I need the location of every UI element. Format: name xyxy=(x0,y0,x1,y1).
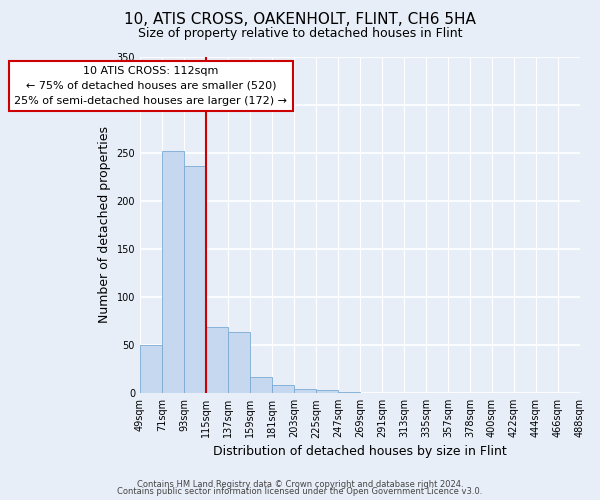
Text: Size of property relative to detached houses in Flint: Size of property relative to detached ho… xyxy=(138,28,462,40)
Bar xyxy=(184,166,206,393)
Bar xyxy=(272,384,294,393)
Bar xyxy=(162,151,184,393)
Bar xyxy=(338,392,360,393)
Text: 10 ATIS CROSS: 112sqm
← 75% of detached houses are smaller (520)
25% of semi-det: 10 ATIS CROSS: 112sqm ← 75% of detached … xyxy=(14,66,287,106)
Bar xyxy=(316,390,338,393)
Text: Contains HM Land Registry data © Crown copyright and database right 2024.: Contains HM Land Registry data © Crown c… xyxy=(137,480,463,489)
Bar xyxy=(206,327,228,393)
X-axis label: Distribution of detached houses by size in Flint: Distribution of detached houses by size … xyxy=(213,444,507,458)
Bar xyxy=(294,390,316,393)
Text: 10, ATIS CROSS, OAKENHOLT, FLINT, CH6 5HA: 10, ATIS CROSS, OAKENHOLT, FLINT, CH6 5H… xyxy=(124,12,476,28)
Bar xyxy=(228,332,250,393)
Bar xyxy=(140,345,162,393)
Bar xyxy=(250,377,272,393)
Y-axis label: Number of detached properties: Number of detached properties xyxy=(98,126,111,324)
Text: Contains public sector information licensed under the Open Government Licence v3: Contains public sector information licen… xyxy=(118,487,482,496)
